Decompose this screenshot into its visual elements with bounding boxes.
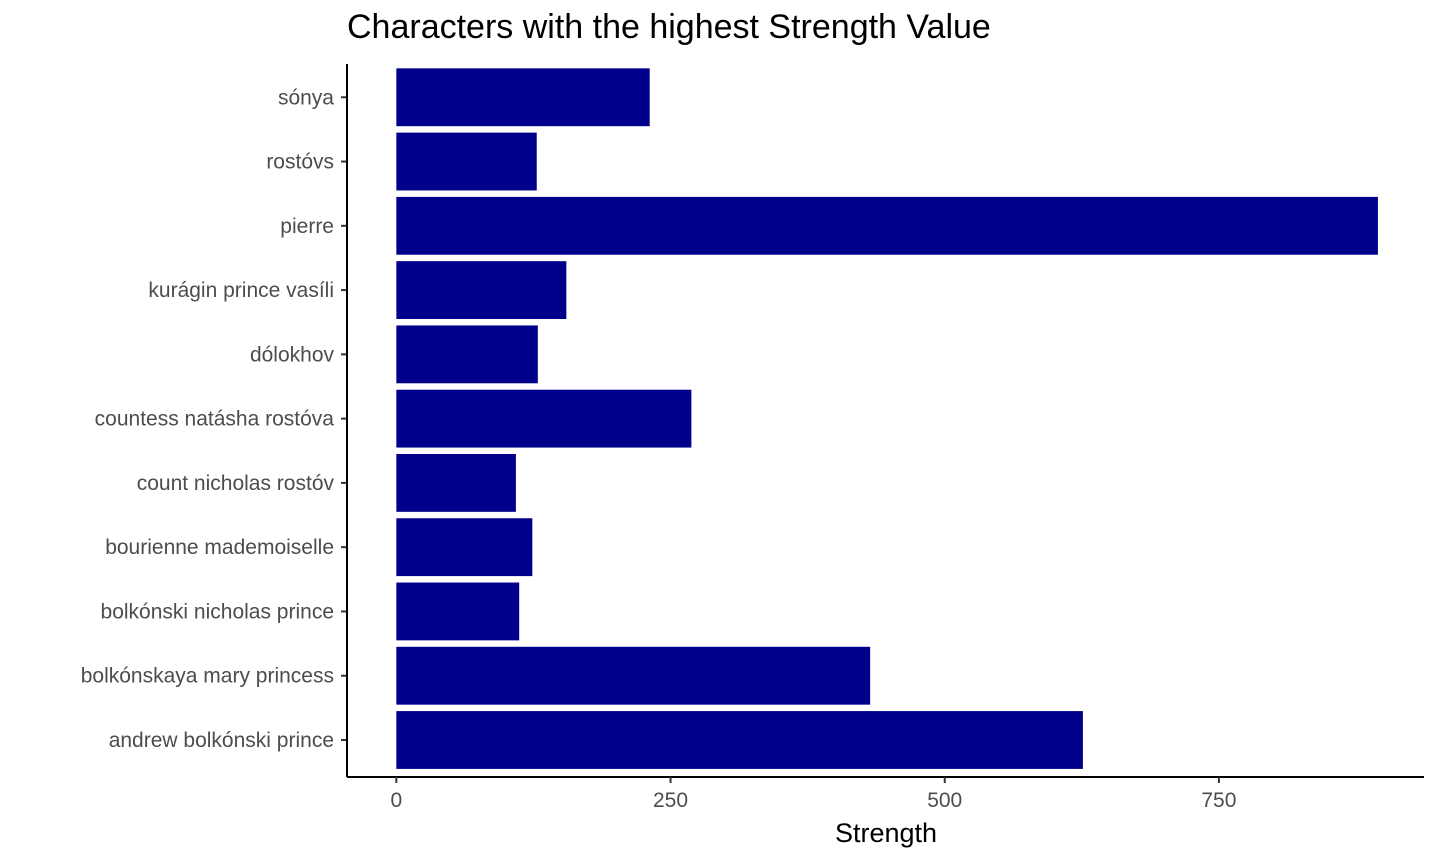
y-tick-label: count nicholas rostóv bbox=[137, 472, 335, 495]
x-axis-title: Strength bbox=[835, 818, 937, 848]
x-tick-label: 250 bbox=[653, 789, 688, 812]
y-tick-label: pierre bbox=[280, 215, 334, 238]
y-tick-label: andrew bolkónski prince bbox=[109, 729, 334, 752]
x-tick-label: 0 bbox=[391, 789, 403, 812]
bar bbox=[396, 68, 650, 127]
bar bbox=[396, 646, 871, 705]
y-tick-label: bolkónskaya mary princess bbox=[81, 665, 334, 688]
y-tick-label: kurágin prince vasíli bbox=[148, 279, 334, 302]
bar bbox=[396, 389, 692, 448]
bar bbox=[396, 261, 567, 320]
bar bbox=[396, 582, 520, 641]
y-tick-label: dólokhov bbox=[250, 343, 335, 366]
bar bbox=[396, 453, 516, 512]
y-tick-label: bourienne mademoiselle bbox=[105, 536, 334, 559]
y-tick-label: countess natásha rostóva bbox=[95, 408, 335, 431]
y-tick-label: rostóvs bbox=[266, 151, 334, 174]
y-tick-label: bolkónski nicholas prince bbox=[101, 600, 334, 623]
bar bbox=[396, 325, 538, 384]
bar bbox=[396, 711, 1083, 769]
y-tick-label: sónya bbox=[278, 86, 334, 109]
x-tick-label: 500 bbox=[927, 789, 962, 812]
x-tick-label: 750 bbox=[1201, 789, 1236, 812]
bar bbox=[396, 196, 1378, 255]
bar bbox=[396, 132, 537, 191]
bar bbox=[396, 518, 533, 577]
chart-title: Characters with the highest Strength Val… bbox=[347, 8, 991, 46]
